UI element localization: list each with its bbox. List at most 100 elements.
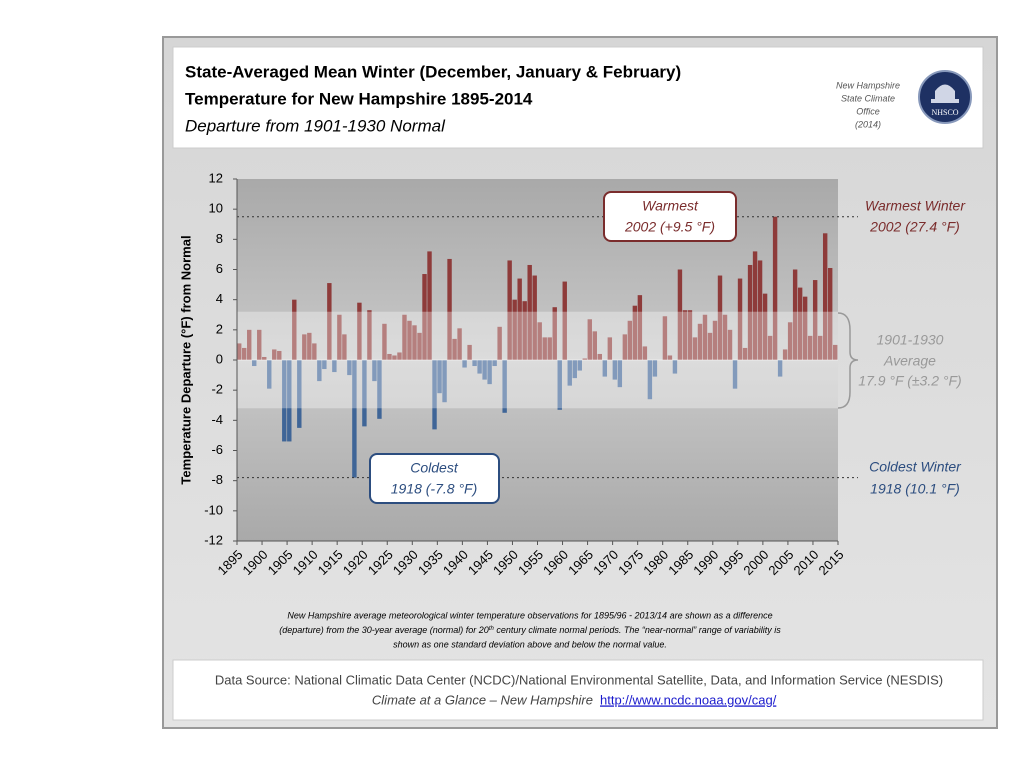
y-tick-label: -4 bbox=[211, 412, 223, 427]
bar bbox=[587, 319, 592, 360]
y-tick-label: -8 bbox=[211, 472, 223, 487]
bar bbox=[242, 347, 247, 360]
bar bbox=[797, 287, 803, 360]
source: Data Source: National Climatic Data Cent… bbox=[215, 672, 943, 687]
bar bbox=[262, 356, 267, 360]
y-tick-label: 10 bbox=[209, 201, 223, 216]
footnote: (departure) from the 30-year average (no… bbox=[279, 625, 781, 635]
logo-icon bbox=[931, 84, 959, 103]
coldest-box bbox=[369, 453, 500, 504]
coldest-box-text: 1918 (-7.8 °F) bbox=[391, 481, 478, 497]
bar bbox=[487, 360, 492, 385]
bar bbox=[387, 353, 392, 360]
bar bbox=[742, 347, 748, 360]
bar bbox=[477, 360, 482, 374]
bar bbox=[352, 360, 357, 478]
bar bbox=[317, 360, 322, 382]
bar bbox=[382, 323, 387, 360]
source-line2: Climate at a Glance – New Hampshire bbox=[372, 692, 593, 707]
bar bbox=[522, 301, 527, 360]
bar bbox=[512, 299, 517, 360]
bar bbox=[417, 332, 422, 360]
bar bbox=[367, 310, 372, 360]
bar bbox=[772, 216, 778, 360]
bar bbox=[562, 281, 567, 360]
bar bbox=[787, 322, 793, 360]
y-tick-label: -6 bbox=[211, 442, 223, 457]
bar bbox=[717, 275, 723, 360]
bar bbox=[767, 335, 773, 360]
bar bbox=[357, 302, 362, 360]
y-tick-label: 8 bbox=[216, 231, 223, 246]
bar bbox=[722, 314, 728, 360]
subtitle: Departure from 1901-1930 Normal bbox=[185, 116, 446, 135]
bar bbox=[422, 274, 427, 360]
bar bbox=[612, 360, 618, 380]
bar bbox=[572, 360, 577, 379]
bar bbox=[432, 360, 437, 430]
bar bbox=[687, 310, 693, 360]
bar bbox=[472, 360, 477, 367]
bar bbox=[757, 260, 763, 360]
bar bbox=[267, 360, 272, 389]
bar bbox=[467, 344, 472, 360]
bar bbox=[492, 360, 497, 367]
y-tick-label: 6 bbox=[216, 261, 223, 276]
header-box bbox=[172, 46, 984, 149]
bar bbox=[392, 355, 397, 360]
bar bbox=[747, 264, 753, 360]
title: State-Averaged Mean Winter (December, Ja… bbox=[185, 62, 681, 81]
bar bbox=[617, 360, 623, 388]
bar bbox=[697, 323, 703, 360]
footnote: New Hampshire average meteorological win… bbox=[287, 610, 772, 620]
bar bbox=[292, 299, 297, 360]
bar bbox=[307, 332, 312, 360]
y-tick-label: -10 bbox=[204, 502, 223, 517]
bar bbox=[752, 251, 758, 360]
y-tick-label: 2 bbox=[216, 321, 223, 336]
office: (2014) bbox=[855, 119, 881, 129]
bar bbox=[577, 360, 582, 371]
bar bbox=[827, 267, 833, 360]
bar bbox=[692, 337, 698, 360]
average: 17.9 °F (±3.2 °F) bbox=[858, 373, 961, 389]
bar bbox=[407, 320, 412, 360]
bar bbox=[737, 278, 743, 360]
y-axis-label: Temperature Departure (°F) from Normal bbox=[178, 235, 193, 484]
bar bbox=[817, 335, 823, 360]
office: Office bbox=[856, 106, 880, 116]
bar bbox=[632, 305, 638, 360]
bar bbox=[832, 344, 838, 360]
bar bbox=[792, 269, 798, 360]
bar bbox=[302, 334, 307, 360]
bar bbox=[597, 353, 603, 360]
warmest-winter: Warmest Winter bbox=[865, 198, 966, 214]
bar bbox=[712, 320, 718, 360]
bar bbox=[412, 325, 417, 360]
bar bbox=[677, 269, 683, 360]
bar bbox=[362, 360, 367, 427]
coldest-winter: 1918 (10.1 °F) bbox=[870, 481, 960, 497]
source-link[interactable]: http://www.ncdc.noaa.gov/cag/ bbox=[600, 692, 777, 707]
coldest-box-text: Coldest bbox=[410, 460, 459, 476]
warmest-box-text: Warmest bbox=[642, 198, 699, 214]
bar bbox=[662, 316, 668, 360]
office: State Climate bbox=[841, 93, 895, 103]
bar bbox=[247, 329, 252, 360]
bar bbox=[762, 293, 768, 360]
bar bbox=[332, 360, 337, 373]
bar bbox=[447, 258, 452, 360]
footnote-part: (departure) from the 30-year average (no… bbox=[279, 625, 489, 635]
bar bbox=[527, 264, 532, 360]
bar bbox=[607, 337, 613, 360]
bar bbox=[427, 251, 432, 360]
bar bbox=[822, 233, 828, 360]
bar bbox=[437, 360, 442, 394]
bar bbox=[627, 320, 633, 360]
average: 1901-1930 bbox=[877, 332, 944, 348]
bar bbox=[707, 332, 713, 360]
y-tick-label: 12 bbox=[209, 170, 223, 185]
bar bbox=[602, 360, 608, 377]
footnote-sup: th bbox=[489, 626, 495, 632]
warmest-winter: 2002 (27.4 °F) bbox=[869, 219, 960, 235]
